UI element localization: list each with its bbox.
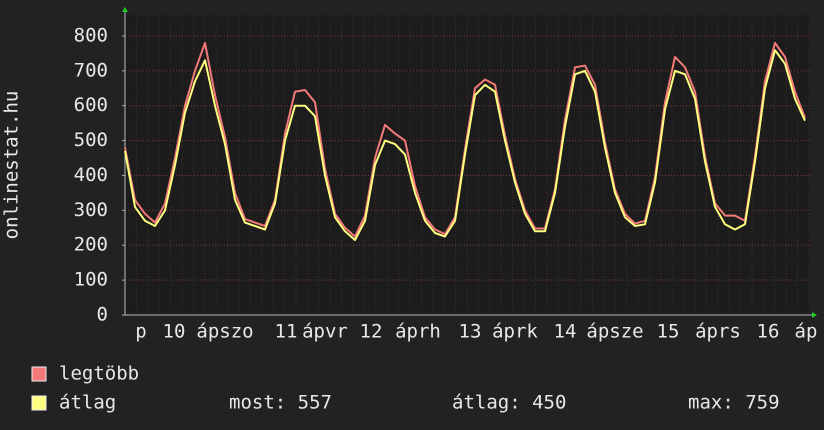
- x-tick-label: 16: [757, 321, 780, 343]
- x-tick-label: 15: [657, 321, 680, 343]
- axis-arrow: [122, 7, 128, 12]
- x-tick-label: 12: [360, 321, 383, 343]
- x-tick-label: áprh: [395, 321, 441, 343]
- y-axis-label: onlinestat.hu: [1, 91, 23, 240]
- stat-label: átlag: 450: [452, 392, 566, 414]
- series-line: [124, 49, 806, 241]
- y-tick-label: 700: [74, 59, 108, 81]
- stat-label: max: 759: [688, 392, 780, 414]
- y-tick-label: 100: [74, 269, 108, 291]
- axis-arrow: [812, 312, 817, 318]
- x-tick-label: ápvr: [302, 321, 348, 343]
- y-tick-label: 0: [97, 304, 108, 326]
- stat-label: most: 557: [229, 392, 332, 414]
- x-tick-label: 14: [554, 321, 577, 343]
- x-tick-label: áprs: [695, 321, 741, 343]
- y-tick-label: 800: [74, 24, 108, 46]
- y-tick-label: 500: [74, 129, 108, 151]
- x-tick-label: áp: [795, 321, 818, 343]
- x-tick-label: p: [135, 321, 146, 343]
- legend-swatch: [31, 395, 47, 411]
- x-tick-label: 13: [459, 321, 482, 343]
- x-tick-label: ápsze: [586, 321, 643, 343]
- y-tick-label: 200: [74, 234, 108, 256]
- legend-label: átlag: [59, 392, 116, 414]
- x-tick-label: ápszo: [196, 321, 253, 343]
- x-tick-label: áprk: [492, 321, 538, 343]
- y-tick-label: 300: [74, 199, 108, 221]
- x-tick-label: 10: [163, 321, 186, 343]
- legend-swatch: [31, 366, 47, 382]
- y-tick-label: 400: [74, 164, 108, 186]
- legend-label: legtöbb: [59, 363, 139, 385]
- x-tick-label: 11: [275, 321, 298, 343]
- y-tick-label: 600: [74, 94, 108, 116]
